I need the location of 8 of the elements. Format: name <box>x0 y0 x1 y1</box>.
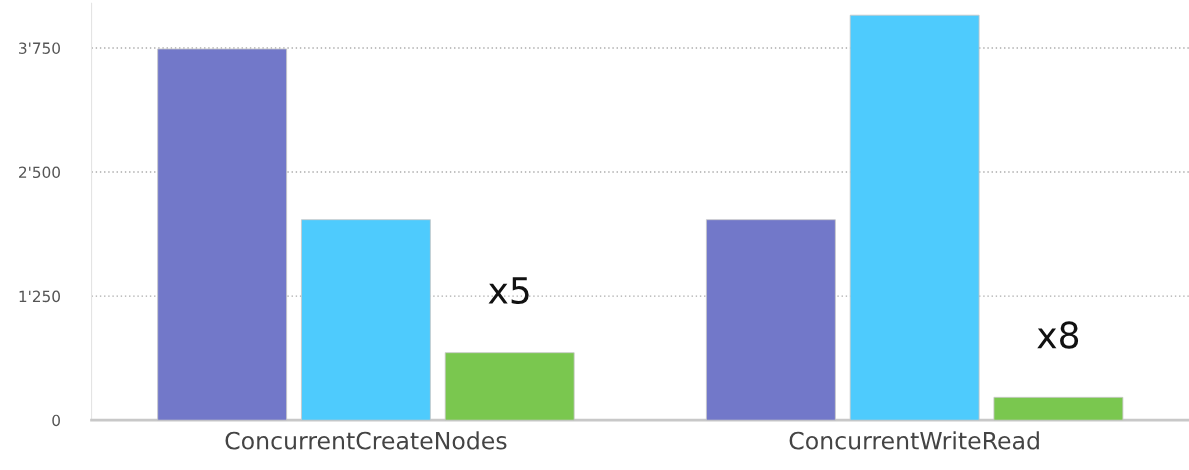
annotation: x5 <box>488 277 529 305</box>
x-tick-label: ConcurrentCreateNodes <box>225 431 507 450</box>
y-tick-label: 2'500 <box>19 166 60 179</box>
x-tick-label: ConcurrentWriteRead <box>789 431 1039 450</box>
y-tick-label: 0 <box>52 414 60 427</box>
y-tick-label: 1'250 <box>19 290 60 303</box>
annotation: x8 <box>1037 321 1079 349</box>
y-tick-label: 3'750 <box>19 42 60 54</box>
